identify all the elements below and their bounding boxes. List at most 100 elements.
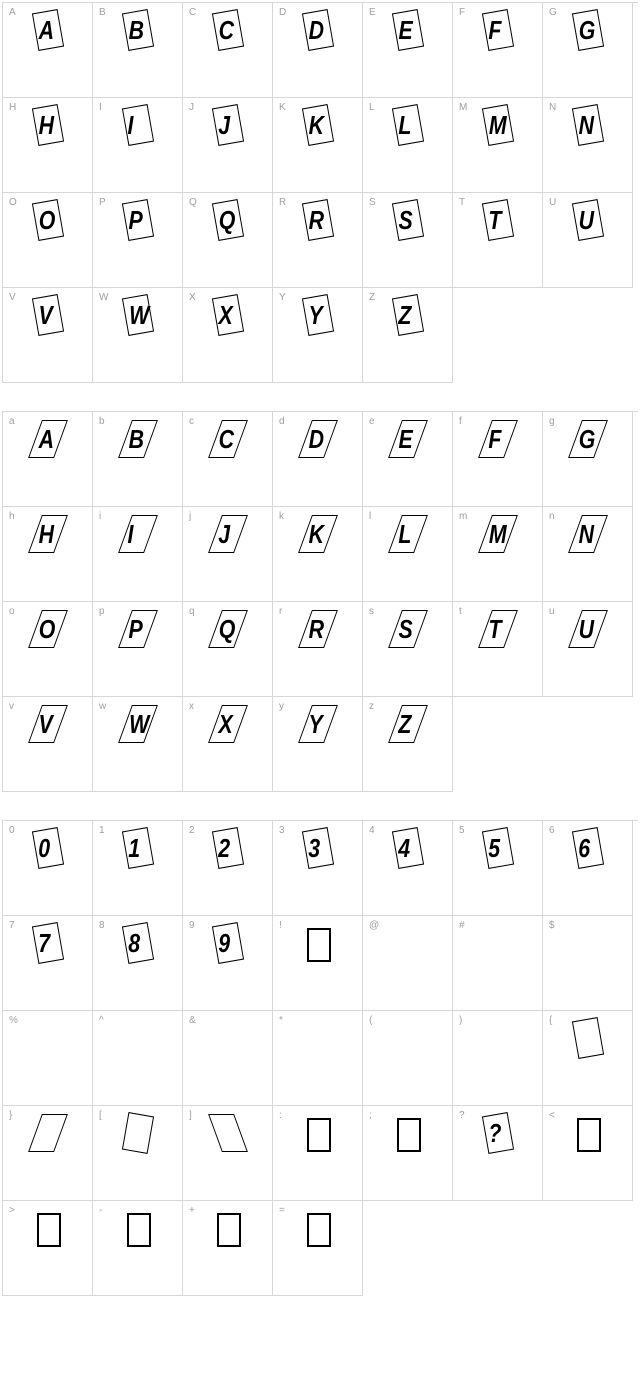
charmap-cell[interactable]: GG bbox=[543, 3, 633, 98]
charmap-cell[interactable]: nN bbox=[543, 507, 633, 602]
charmap-cell[interactable]: * bbox=[273, 1011, 363, 1106]
charmap-cell[interactable]: [ bbox=[93, 1106, 183, 1201]
charmap-cell[interactable]: rR bbox=[273, 602, 363, 697]
charmap-cell[interactable]: : bbox=[273, 1106, 363, 1201]
charmap-cell[interactable]: OO bbox=[3, 193, 93, 288]
charmap-cell[interactable]: ] bbox=[183, 1106, 273, 1201]
charmap-cell[interactable]: tT bbox=[453, 602, 543, 697]
glyph-letter: V bbox=[38, 709, 51, 740]
glyph-wrap: D bbox=[299, 9, 339, 53]
charmap-cell[interactable]: AA bbox=[3, 3, 93, 98]
charmap-cell[interactable]: @ bbox=[363, 916, 453, 1011]
charmap-cell[interactable]: ! bbox=[273, 916, 363, 1011]
charmap-cell[interactable]: 77 bbox=[3, 916, 93, 1011]
charmap-cell[interactable]: cC bbox=[183, 412, 273, 507]
charmap-cell[interactable]: vV bbox=[3, 697, 93, 792]
charmap-cell[interactable]: lL bbox=[363, 507, 453, 602]
charmap-cell[interactable]: LL bbox=[363, 98, 453, 193]
charmap-cell[interactable]: ) bbox=[453, 1011, 543, 1106]
charmap-cell[interactable]: > bbox=[3, 1201, 93, 1296]
charmap-cell[interactable]: KK bbox=[273, 98, 363, 193]
charmap-cell[interactable]: iI bbox=[93, 507, 183, 602]
missing-glyph-box bbox=[307, 1118, 331, 1152]
glyph-wrap: T bbox=[479, 199, 519, 243]
charmap-cell[interactable]: ZZ bbox=[363, 288, 453, 383]
charmap-cell[interactable]: QQ bbox=[183, 193, 273, 288]
charmap-cell[interactable]: NN bbox=[543, 98, 633, 193]
glyph-wrap: X bbox=[209, 294, 249, 338]
charmap-cell[interactable]: - bbox=[93, 1201, 183, 1296]
charmap-cell[interactable]: HH bbox=[3, 98, 93, 193]
charmap-cell[interactable]: $ bbox=[543, 916, 633, 1011]
cell-key-label: s bbox=[369, 606, 374, 617]
charmap-cell[interactable]: 11 bbox=[93, 821, 183, 916]
charmap-cell[interactable]: } bbox=[3, 1106, 93, 1201]
charmap-cell[interactable]: JJ bbox=[183, 98, 273, 193]
charmap-cell[interactable]: dD bbox=[273, 412, 363, 507]
charmap-cell[interactable]: ?? bbox=[453, 1106, 543, 1201]
charmap-cell[interactable]: kK bbox=[273, 507, 363, 602]
cell-key-label: g bbox=[549, 416, 555, 427]
charmap-cell[interactable]: pP bbox=[93, 602, 183, 697]
charmap-cell[interactable]: jJ bbox=[183, 507, 273, 602]
charmap-cell[interactable]: oO bbox=[3, 602, 93, 697]
charmap-cell[interactable]: uU bbox=[543, 602, 633, 697]
charmap-cell[interactable]: 55 bbox=[453, 821, 543, 916]
charmap-cell[interactable]: < bbox=[543, 1106, 633, 1201]
charmap-cell[interactable]: { bbox=[543, 1011, 633, 1106]
charmap-cell[interactable]: ; bbox=[363, 1106, 453, 1201]
charmap-cell[interactable]: WW bbox=[93, 288, 183, 383]
charmap-cell[interactable]: eE bbox=[363, 412, 453, 507]
charmap-cell[interactable]: wW bbox=[93, 697, 183, 792]
charmap-cell[interactable]: = bbox=[273, 1201, 363, 1296]
charmap-cell[interactable]: zZ bbox=[363, 697, 453, 792]
charmap-cell[interactable]: UU bbox=[543, 193, 633, 288]
cell-key-label: ? bbox=[459, 1110, 465, 1121]
cell-key-label: ! bbox=[279, 920, 282, 931]
charmap-cell[interactable]: YY bbox=[273, 288, 363, 383]
charmap-cell[interactable]: 44 bbox=[363, 821, 453, 916]
charmap-cell[interactable]: 22 bbox=[183, 821, 273, 916]
charmap-cell[interactable]: fF bbox=[453, 412, 543, 507]
charmap-cell[interactable]: hH bbox=[3, 507, 93, 602]
charmap-cell[interactable]: yY bbox=[273, 697, 363, 792]
charmap-cell[interactable]: aA bbox=[3, 412, 93, 507]
charmap-cell[interactable]: + bbox=[183, 1201, 273, 1296]
charmap-cell[interactable]: II bbox=[93, 98, 183, 193]
charmap-cell[interactable]: PP bbox=[93, 193, 183, 288]
charmap-cell[interactable]: & bbox=[183, 1011, 273, 1106]
charmap-cell[interactable]: bB bbox=[93, 412, 183, 507]
glyph-letter: D bbox=[309, 15, 324, 46]
charmap-cell[interactable]: EE bbox=[363, 3, 453, 98]
charmap-cell[interactable]: DD bbox=[273, 3, 363, 98]
glyph-letter: T bbox=[488, 614, 500, 645]
glyph-wrap: D bbox=[299, 418, 339, 462]
charmap-cell[interactable]: TT bbox=[453, 193, 543, 288]
charmap-cell[interactable]: % bbox=[3, 1011, 93, 1106]
charmap-cell[interactable]: 99 bbox=[183, 916, 273, 1011]
charmap-cell[interactable]: # bbox=[453, 916, 543, 1011]
charmap-cell[interactable]: 33 bbox=[273, 821, 363, 916]
charmap-cell[interactable]: ^ bbox=[93, 1011, 183, 1106]
charmap-cell[interactable]: CC bbox=[183, 3, 273, 98]
charmap-cell[interactable]: xX bbox=[183, 697, 273, 792]
charmap-cell[interactable]: sS bbox=[363, 602, 453, 697]
glyph-letter: Q bbox=[219, 205, 235, 236]
charmap-cell[interactable]: FF bbox=[453, 3, 543, 98]
charmap-cell[interactable]: BB bbox=[93, 3, 183, 98]
charmap-cell[interactable]: 00 bbox=[3, 821, 93, 916]
charmap-cell[interactable]: ( bbox=[363, 1011, 453, 1106]
charmap-cell[interactable]: mM bbox=[453, 507, 543, 602]
glyph-letter: 8 bbox=[128, 928, 139, 959]
charmap-cell[interactable]: XX bbox=[183, 288, 273, 383]
charmap-cell[interactable]: MM bbox=[453, 98, 543, 193]
charmap-cell[interactable]: 66 bbox=[543, 821, 633, 916]
charmap-cell[interactable]: VV bbox=[3, 288, 93, 383]
charmap-cell[interactable]: qQ bbox=[183, 602, 273, 697]
glyph-letter: V bbox=[38, 300, 51, 331]
charmap-cell[interactable]: gG bbox=[543, 412, 633, 507]
charmap-cell[interactable]: RR bbox=[273, 193, 363, 288]
glyph-wrap: 7 bbox=[29, 922, 69, 966]
charmap-cell[interactable]: 88 bbox=[93, 916, 183, 1011]
charmap-cell[interactable]: SS bbox=[363, 193, 453, 288]
